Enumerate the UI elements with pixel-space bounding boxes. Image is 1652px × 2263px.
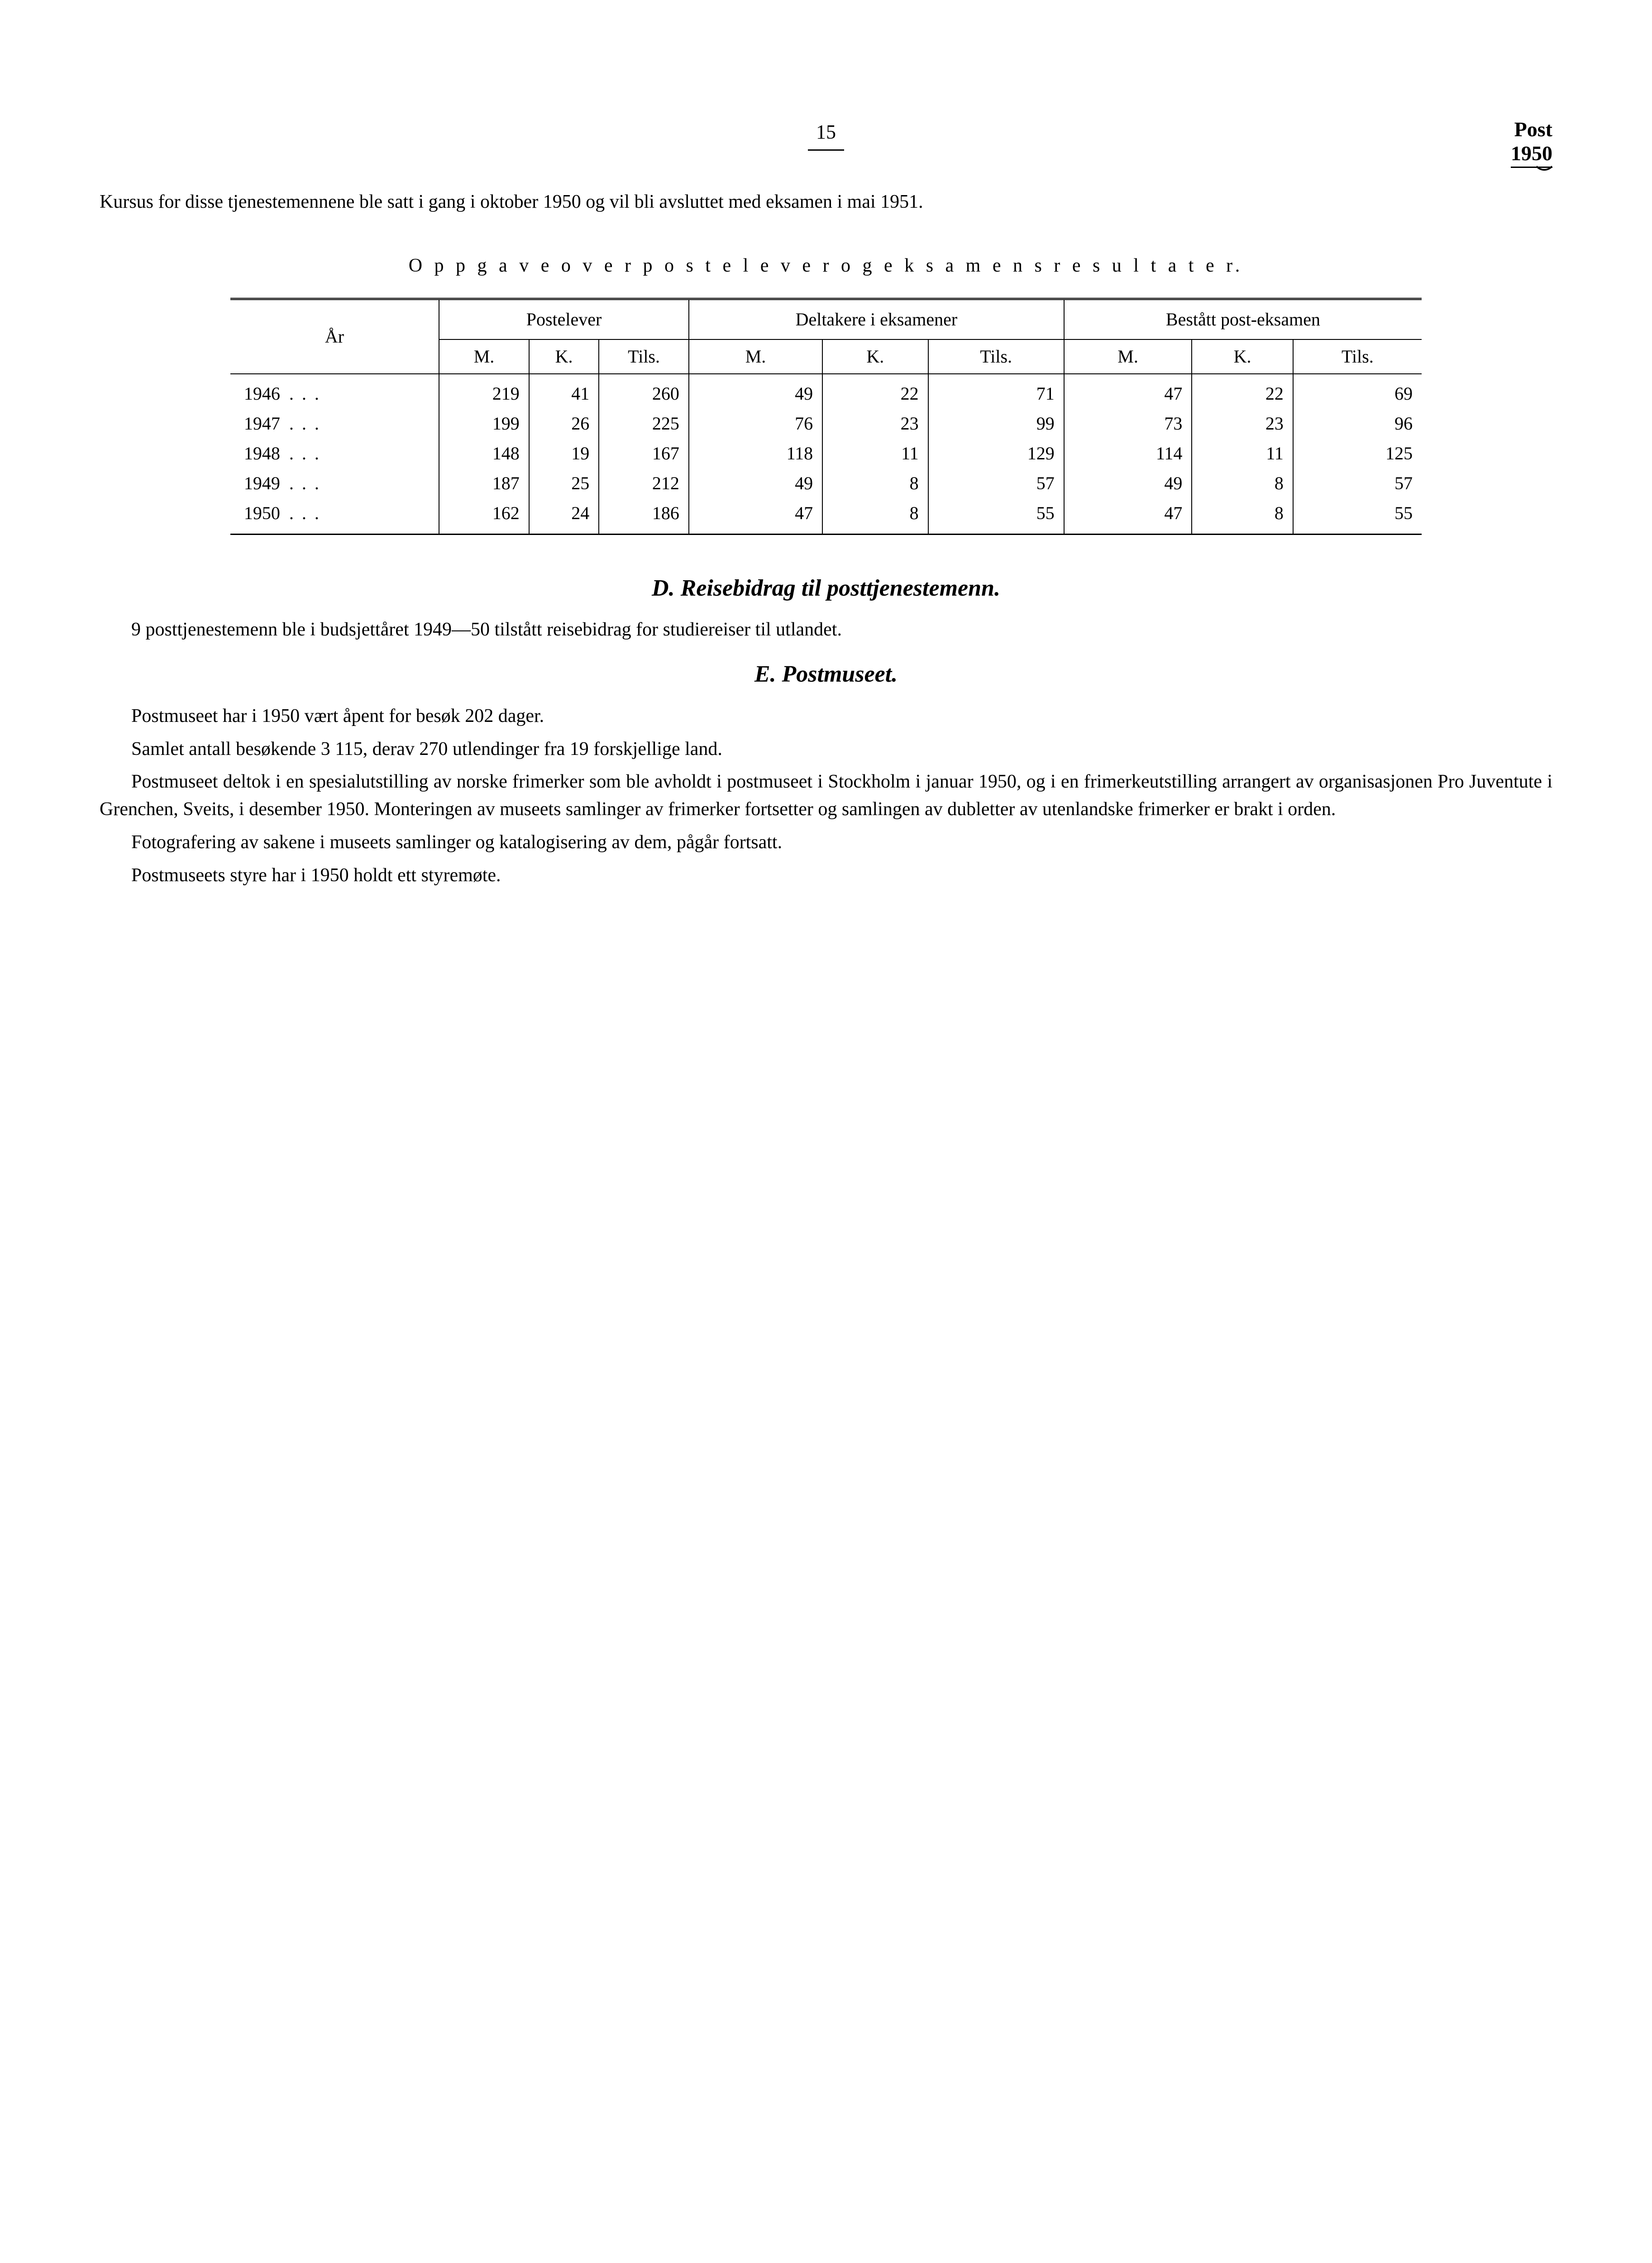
table-cell: 57 [928, 468, 1064, 498]
sub-m-3: M. [1064, 339, 1192, 374]
table-cell: 1946 . . . [230, 374, 439, 409]
table-body: 1946 . . .219412604922714722691947 . . .… [230, 374, 1422, 535]
col-group-bestatt: Bestått post-eksamen [1064, 299, 1422, 339]
table-cell: 260 [599, 374, 689, 409]
page-number-wrap: 15 [163, 118, 1489, 151]
table-row: 1950 . . .162241864785547855 [230, 498, 1422, 535]
table-row: 1947 . . .19926225762399732396 [230, 409, 1422, 439]
table-cell: 11 [1192, 439, 1293, 468]
section-e-p4: Fotografering av sakene i museets samlin… [100, 829, 1552, 856]
section-e-p5: Postmuseets styre har i 1950 holdt ett s… [100, 862, 1552, 889]
table-row: 1949 . . .187252124985749857 [230, 468, 1422, 498]
table-cell: 1947 . . . [230, 409, 439, 439]
sub-t-3: Tils. [1293, 339, 1422, 374]
table-cell: 1948 . . . [230, 439, 439, 468]
section-e-p1: Postmuseet har i 1950 vært åpent for bes… [100, 702, 1552, 730]
table-row: 1946 . . .21941260492271472269 [230, 374, 1422, 409]
table-cell: 1949 . . . [230, 468, 439, 498]
sub-k-2: K. [822, 339, 928, 374]
data-table: År Postelever Deltakere i eksamener Best… [230, 298, 1422, 535]
section-e-heading: E. Postmuseet. [100, 657, 1552, 691]
sub-t-2: Tils. [928, 339, 1064, 374]
corner-label-block: Post 1950 ︶ [1489, 118, 1552, 184]
sub-m-1: M. [439, 339, 529, 374]
sub-m-2: M. [689, 339, 822, 374]
table-cell: 26 [529, 409, 599, 439]
table-title: O p p g a v e o v e r p o s t e l e v e … [100, 252, 1552, 280]
col-year-header: År [230, 299, 439, 374]
table-cell: 55 [928, 498, 1064, 535]
table-cell: 23 [1192, 409, 1293, 439]
table-cell: 55 [1293, 498, 1422, 535]
table-cell: 24 [529, 498, 599, 535]
table-cell: 99 [928, 409, 1064, 439]
data-table-wrap: År Postelever Deltakere i eksamener Best… [230, 298, 1422, 535]
page-number: 15 [808, 118, 844, 151]
table-cell: 187 [439, 468, 529, 498]
table-cell: 199 [439, 409, 529, 439]
table-cell: 23 [822, 409, 928, 439]
sub-k-1: K. [529, 339, 599, 374]
col-group-postelever: Postelever [439, 299, 689, 339]
table-cell: 1950 . . . [230, 498, 439, 535]
table-cell: 212 [599, 468, 689, 498]
table-cell: 8 [822, 498, 928, 535]
table-cell: 41 [529, 374, 599, 409]
section-e-p3: Postmuseet deltok i en spesialutstilling… [100, 768, 1552, 823]
sub-k-3: K. [1192, 339, 1293, 374]
corner-year: 1950 [1511, 142, 1552, 168]
table-cell: 69 [1293, 374, 1422, 409]
table-cell: 47 [689, 498, 822, 535]
corner-brace-icon: ︶ [1489, 165, 1552, 184]
table-cell: 114 [1064, 439, 1192, 468]
table-cell: 186 [599, 498, 689, 535]
table-cell: 49 [1064, 468, 1192, 498]
table-cell: 8 [1192, 468, 1293, 498]
table-cell: 162 [439, 498, 529, 535]
table-cell: 25 [529, 468, 599, 498]
table-cell: 47 [1064, 498, 1192, 535]
table-cell: 49 [689, 374, 822, 409]
table-cell: 167 [599, 439, 689, 468]
page-header: 15 Post 1950 ︶ [100, 118, 1552, 184]
section-d-heading: D. Reisebidrag til posttjenestemenn. [100, 571, 1552, 605]
table-cell: 47 [1064, 374, 1192, 409]
sub-t-1: Tils. [599, 339, 689, 374]
table-cell: 125 [1293, 439, 1422, 468]
table-cell: 118 [689, 439, 822, 468]
table-cell: 148 [439, 439, 529, 468]
table-cell: 219 [439, 374, 529, 409]
col-group-deltakere: Deltakere i eksamener [689, 299, 1064, 339]
table-cell: 73 [1064, 409, 1192, 439]
table-row: 1948 . . .148191671181112911411125 [230, 439, 1422, 468]
table-cell: 8 [1192, 498, 1293, 535]
section-e-p2: Samlet antall besøkende 3 115, derav 270… [100, 735, 1552, 763]
table-cell: 19 [529, 439, 599, 468]
table-cell: 49 [689, 468, 822, 498]
corner-label: Post [1489, 118, 1552, 142]
table-cell: 22 [1192, 374, 1293, 409]
table-cell: 129 [928, 439, 1064, 468]
table-cell: 57 [1293, 468, 1422, 498]
table-cell: 96 [1293, 409, 1422, 439]
table-cell: 22 [822, 374, 928, 409]
table-cell: 76 [689, 409, 822, 439]
intro-paragraph: Kursus for disse tjenestemennene ble sat… [100, 188, 1552, 216]
section-d-para: 9 posttjenestemenn ble i budsjettåret 19… [100, 616, 1552, 644]
table-cell: 225 [599, 409, 689, 439]
table-cell: 71 [928, 374, 1064, 409]
table-cell: 8 [822, 468, 928, 498]
table-cell: 11 [822, 439, 928, 468]
